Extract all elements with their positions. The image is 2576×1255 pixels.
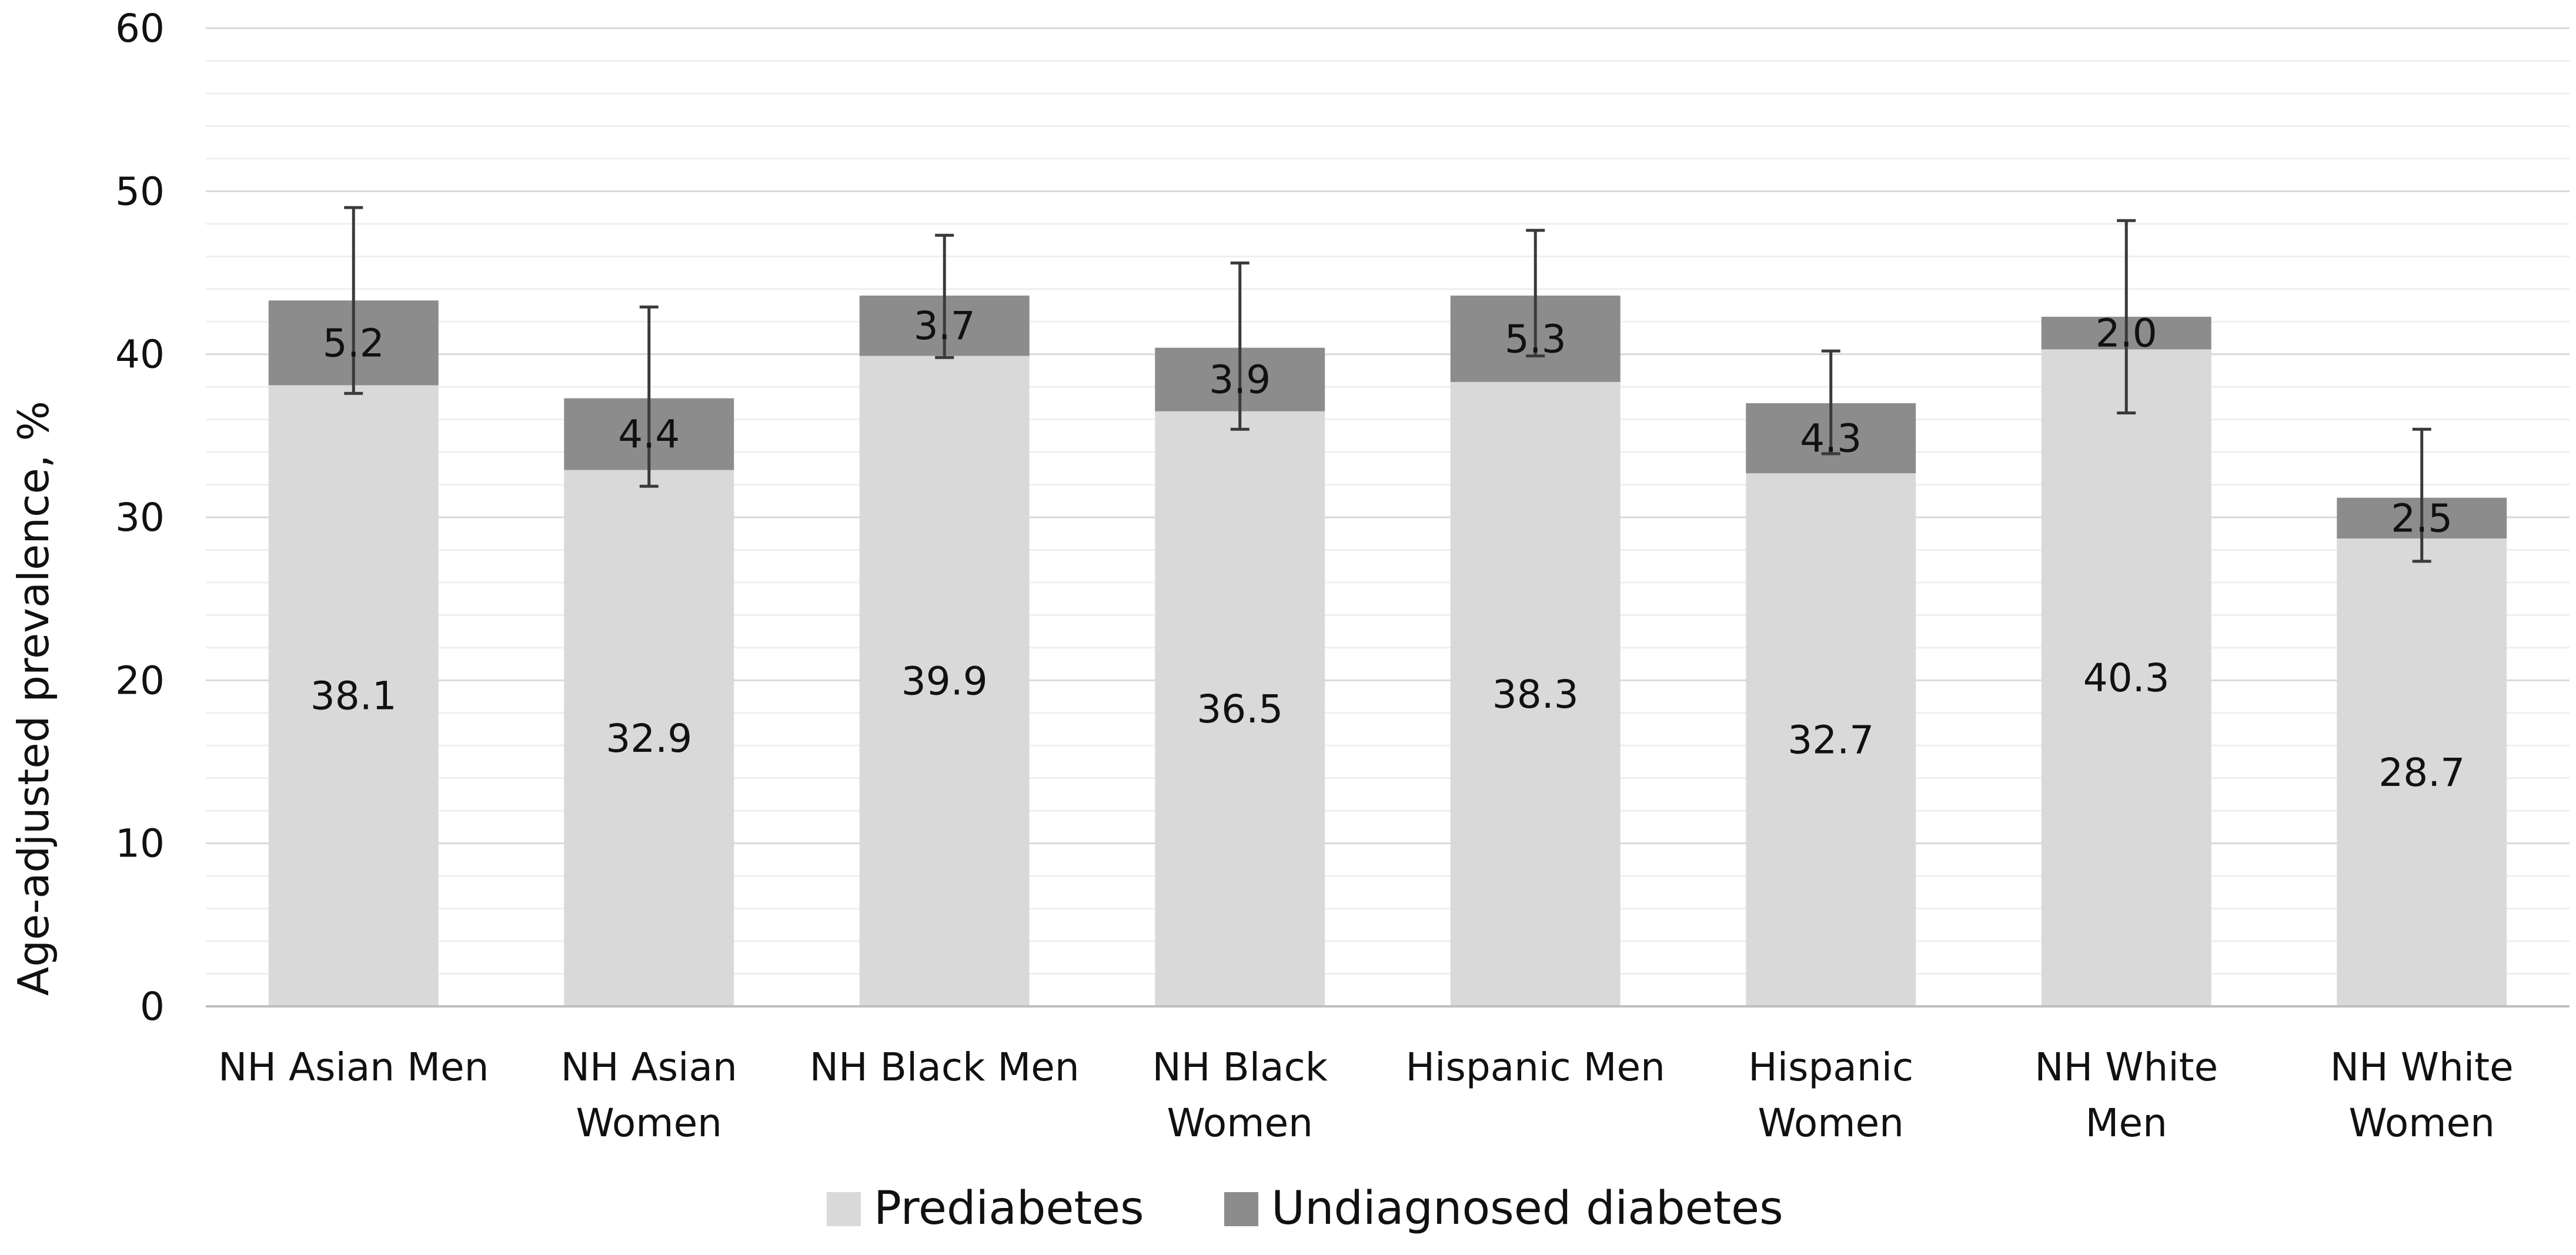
- bar-prediabetes: [564, 470, 734, 1006]
- bar-prediabetes: [2337, 538, 2507, 1006]
- bar-prediabetes: [1155, 411, 1325, 1006]
- bars: [268, 295, 2507, 1007]
- legend-swatch-undiagnosed-diabetes: [1224, 1192, 1258, 1226]
- x-tick-label: NH Asian Men: [218, 1045, 489, 1090]
- bar-prediabetes: [859, 356, 1030, 1007]
- y-tick-label: 20: [115, 658, 165, 703]
- legend-label-prediabetes: Prediabetes: [874, 1182, 1144, 1235]
- x-tick-label: Men: [2086, 1100, 2167, 1146]
- data-label-prediabetes: 32.7: [1788, 718, 1874, 763]
- x-tick-label: Women: [2349, 1100, 2495, 1146]
- y-tick-label: 0: [140, 984, 165, 1029]
- data-label-prediabetes: 28.7: [2378, 750, 2465, 795]
- data-label-undiagnosed-diabetes: 5.2: [323, 320, 385, 366]
- data-label-undiagnosed-diabetes: 3.9: [1209, 357, 1271, 403]
- x-tick-label: Women: [576, 1100, 723, 1146]
- data-label-undiagnosed-diabetes: 2.0: [2096, 311, 2157, 356]
- legend-swatch-prediabetes: [827, 1192, 861, 1226]
- y-tick-label: 30: [115, 495, 165, 540]
- legend-label-undiagnosed-diabetes: Undiagnosed diabetes: [1271, 1182, 1783, 1235]
- x-tick-label: Hispanic Men: [1405, 1045, 1665, 1090]
- y-tick-label: 10: [115, 821, 165, 866]
- y-tick-label: 40: [115, 332, 165, 377]
- data-label-undiagnosed-diabetes: 4.3: [1800, 416, 1862, 461]
- data-label-prediabetes: 38.1: [310, 674, 397, 719]
- y-tick-label: 60: [115, 6, 165, 51]
- x-tick-label: NH White: [2330, 1045, 2514, 1090]
- x-tick-label: Women: [1758, 1100, 1905, 1146]
- bar-prediabetes: [1450, 381, 1621, 1006]
- data-label-undiagnosed-diabetes: 3.7: [914, 303, 975, 349]
- y-axis-title: Age-adjusted prevalence, %: [9, 401, 58, 996]
- error-bars: [344, 206, 2431, 563]
- x-tick-label: NH Asian: [561, 1045, 737, 1090]
- axes: 0 10 20 30 40 50 60 NH Asian Men NH Asian Women NH…: [115, 6, 2570, 1146]
- data-label-prediabetes: 38.3: [1492, 672, 1579, 717]
- x-tick-label: NH Black: [1152, 1045, 1328, 1090]
- data-label-prediabetes: 32.9: [606, 716, 692, 761]
- data-label-prediabetes: 39.9: [901, 659, 988, 704]
- data-labels: 38.1 5.2 32.9 4.4 39.9 3.7 36.5 3.9 38.3 5.3 32.7 4…: [310, 303, 2465, 795]
- data-label-undiagnosed-diabetes: 5.3: [1505, 316, 1566, 362]
- bar-prediabetes: [268, 385, 439, 1006]
- data-label-prediabetes: 36.5: [1197, 687, 1283, 732]
- data-label-undiagnosed-diabetes: 4.4: [618, 412, 680, 457]
- x-tick-label: NH White: [2034, 1045, 2218, 1090]
- data-label-undiagnosed-diabetes: 2.5: [2391, 496, 2453, 541]
- legend: Prediabetes Undiagnosed diabetes: [827, 1182, 1783, 1235]
- data-label-prediabetes: 40.3: [2083, 655, 2170, 701]
- x-tick-label: Women: [1167, 1100, 1314, 1146]
- bar-prediabetes: [1746, 473, 1916, 1006]
- x-tick-label: NH Black Men: [810, 1045, 1080, 1090]
- bar-prediabetes: [2041, 349, 2211, 1006]
- y-tick-label: 50: [115, 169, 165, 214]
- gridlines: [206, 27, 2570, 975]
- x-tick-label: Hispanic: [1748, 1045, 1913, 1090]
